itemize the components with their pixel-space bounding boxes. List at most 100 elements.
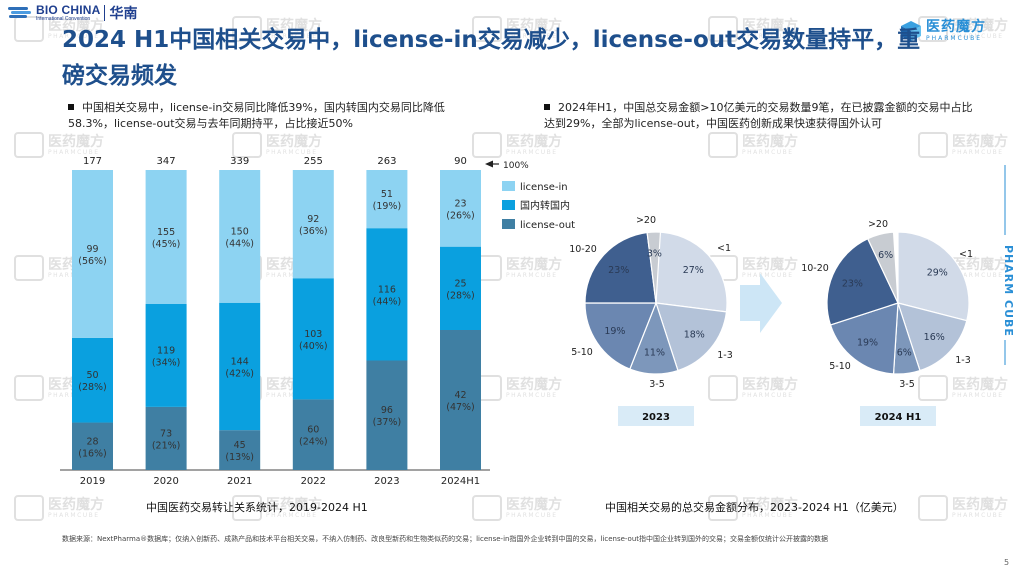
bar-pct-label: (21%) [152, 440, 181, 451]
pie-pct-label: 18% [684, 330, 705, 341]
legend-label: license-in [520, 182, 568, 193]
left-bullet: 中国相关交易中，license-in交易同比降低39%，国内转国内交易同比降低5… [68, 100, 488, 131]
bar-chart: 28(16%)50(28%)99(56%)177201973(21%)119(3… [60, 156, 575, 487]
bar-segment [366, 228, 408, 361]
bar-segment [219, 302, 261, 431]
full-marker-label: 100% [503, 161, 529, 171]
right-bullet: 2024年H1，中国总交易金额>10亿美元的交易数量9笔，在已披露金额的交易中占… [544, 100, 974, 131]
bar-pct-label: (44%) [225, 238, 254, 249]
bar-value-label: 60 [307, 425, 319, 436]
pie-slice [584, 231, 657, 304]
bar-value-label: 116 [378, 284, 396, 295]
bar-pct-label: (42%) [225, 368, 254, 379]
pie-pct-label: 6% [897, 347, 912, 358]
bar-value-label: 103 [304, 329, 322, 340]
bar-pct-label: (16%) [78, 448, 107, 459]
pie-slice [829, 302, 899, 375]
bar-value-label: 23 [454, 198, 466, 209]
arrow-left-icon [485, 160, 493, 168]
pharmcube-cube-icon [901, 21, 921, 41]
bar-value-label: 144 [231, 356, 249, 367]
pie-year-box [618, 406, 694, 426]
bar-total-label: 177 [83, 156, 102, 167]
pie-slice [655, 302, 728, 372]
brand-name-en: PHARMCUBE [926, 35, 983, 42]
pie-slice [655, 231, 728, 313]
bar-segment [440, 330, 481, 470]
right-bullet-text: 2024年H1，中国总交易金额>10亿美元的交易数量9笔，在已披露金额的交易中占… [544, 101, 973, 130]
pie-category-label: 10-20 [801, 263, 829, 274]
bar-value-label: 96 [381, 405, 393, 416]
pie-pct-label: 19% [857, 337, 878, 348]
bar-value-label: 42 [454, 390, 466, 401]
pie-category-label: <1 [959, 249, 973, 260]
bar-value-label: 119 [157, 345, 175, 356]
bar-segment [440, 246, 481, 330]
legend-label: license-out [520, 220, 575, 231]
bar-segment [219, 430, 261, 470]
bar-total-label: 263 [377, 156, 396, 167]
bar-segment [292, 170, 334, 279]
bar-value-label: 25 [454, 278, 466, 289]
bar-pct-label: (28%) [446, 290, 475, 301]
bar-pct-label: (34%) [152, 357, 181, 368]
bar-segment [145, 406, 187, 470]
legend-swatch [502, 181, 515, 191]
bar-pct-label: (47%) [446, 402, 475, 413]
pie-slice [646, 231, 662, 304]
pie-pct-label: 29% [927, 268, 948, 279]
bar-segment [145, 304, 187, 407]
bar-value-label: 51 [381, 189, 393, 200]
bar-pct-label: (28%) [78, 382, 107, 393]
pie-category-label: 3-5 [649, 379, 665, 390]
pie-pct-label: 27% [683, 265, 704, 276]
pharmcube-logo: 医药魔方 PHARMCUBE [900, 20, 986, 42]
bar-value-label: 50 [86, 370, 98, 381]
org-name: BIO CHINA [36, 3, 101, 17]
x-tick-label: 2024H1 [441, 476, 480, 487]
bar-segment [292, 278, 334, 400]
pie-chart: 27% <1 18% 1-3 11% 3-5 19% 5-10 23% 10-20 3% >20 202… [569, 215, 733, 426]
bar-value-label: 73 [160, 428, 172, 439]
pie-category-label: 1-3 [717, 350, 733, 361]
pie-slice [866, 231, 899, 304]
x-tick-label: 2019 [80, 476, 105, 487]
bar-total-label: 339 [230, 156, 249, 167]
pie-category-label: 10-20 [569, 244, 597, 255]
pie-chart-title: 中国相关交易的总交易金额分布，2023-2024 H1（亿美元） [605, 501, 904, 514]
bar-pct-label: (19%) [373, 201, 402, 212]
bar-chart-title: 中国医药交易转让关系统计，2019-2024 H1 [146, 501, 368, 514]
biochina-mark-icon [8, 6, 32, 20]
pie-category-label: 5-10 [829, 361, 851, 372]
bar-pct-label: (56%) [78, 256, 107, 267]
svg-text:PHARM CUBE: PHARM CUBE [1002, 245, 1014, 337]
pie-pct-label: 16% [924, 332, 945, 343]
bar-value-label: 150 [231, 226, 249, 237]
pie-slice [897, 302, 968, 372]
bar-pct-label: (13%) [225, 452, 254, 463]
legend-swatch [502, 219, 515, 229]
x-tick-label: 2020 [153, 476, 178, 487]
footnote: 数据来源：NextPharma®数据库；仅纳入创新药、成熟产品和技术平台相关交易… [62, 535, 829, 543]
bar-total-label: 347 [157, 156, 176, 167]
bar-segment [366, 360, 408, 470]
x-tick-label: 2021 [227, 476, 252, 487]
pie-pct-label: 23% [842, 278, 863, 289]
bar-total-label: 255 [304, 156, 323, 167]
left-bullet-text: 中国相关交易中，license-in交易同比降低39%，国内转国内交易同比降低5… [68, 101, 445, 130]
pie-slice [826, 237, 899, 326]
bar-pct-label: (37%) [373, 417, 402, 428]
bullet-square-icon [544, 104, 550, 110]
pie-slice [584, 302, 657, 370]
bar-pct-label: (26%) [446, 210, 475, 221]
pie-year-box [860, 406, 936, 426]
pie-pct-label: 11% [644, 348, 665, 359]
org-subtitle: International Convention [36, 16, 91, 22]
pie-pct-label: 6% [878, 250, 893, 261]
brand-name-cn: 医药魔方 [926, 19, 986, 35]
